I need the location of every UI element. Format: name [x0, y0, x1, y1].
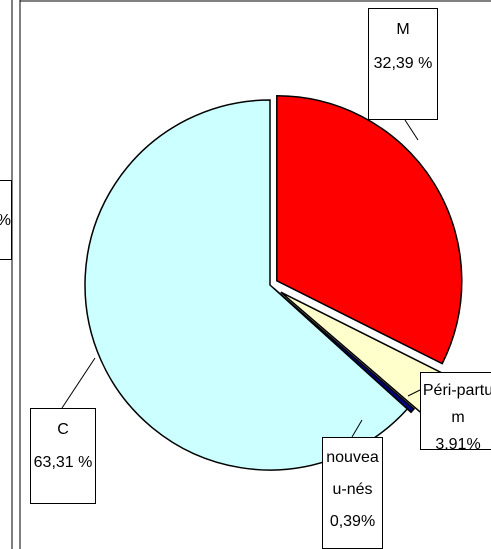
- value-label: 32,39 %: [373, 55, 433, 72]
- data-label: C 63,31 %: [30, 408, 96, 504]
- value-label: 0,39%: [329, 513, 376, 530]
- value-label: 63,31 %: [33, 454, 93, 471]
- pie: [84, 95, 463, 471]
- pie-slice: [276, 95, 463, 365]
- fragment-label: %: [0, 180, 12, 260]
- data-label: Péri-partum 3,91%: [420, 372, 491, 450]
- leader-line: [404, 119, 419, 141]
- category-label: C: [57, 421, 69, 438]
- data-label: M 32,39 %: [368, 8, 438, 120]
- category-label: nouveau-nés: [326, 449, 379, 498]
- category-label: M: [396, 21, 410, 38]
- data-label: nouveau-nés 0,39%: [322, 437, 383, 549]
- category-label: Péri-partum: [422, 382, 491, 426]
- pie-slice: [84, 99, 409, 471]
- leader-line: [351, 419, 363, 438]
- leader-line: [407, 389, 421, 397]
- value-label: 3,91%: [435, 436, 481, 450]
- leader-line: [61, 357, 96, 409]
